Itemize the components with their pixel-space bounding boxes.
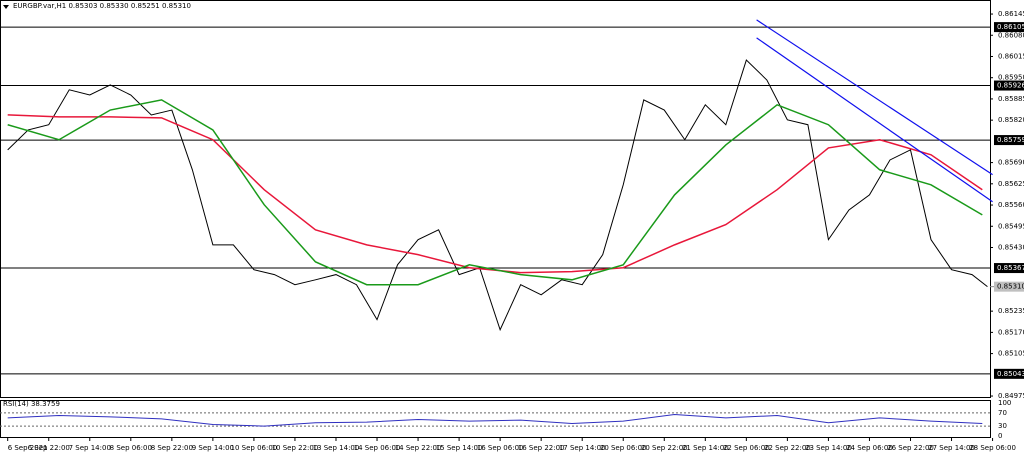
price-line: [7, 114, 983, 274]
level-label: 0.85367: [997, 264, 1024, 272]
x-tick-label: 27 Sep 14:00: [928, 444, 975, 452]
x-tick-label: 24 Sep 06:00: [846, 444, 893, 452]
y-tick-label: 0.86015: [998, 52, 1024, 60]
y-tick-label: 0.85495: [998, 222, 1024, 230]
main-frame: [0, 0, 991, 398]
level-label: 0.85926: [997, 82, 1024, 90]
x-tick-label: 17 Sep 14:00: [559, 444, 606, 452]
x-tick-label: 21 Sep 14:00: [682, 444, 729, 452]
y-tick-label: 0.84975: [998, 392, 1024, 400]
x-tick-label: 23 Sep 14:00: [805, 444, 852, 452]
level-box: [994, 135, 1024, 146]
level-box: [994, 80, 1024, 91]
rsi-tick-label: 0: [998, 432, 1002, 440]
level-box: [994, 368, 1024, 379]
x-tick-label: 7 Sep 14:00: [69, 444, 111, 452]
rsi-line: [7, 414, 983, 427]
x-tick-label: 22 Sep 06:00: [723, 444, 770, 452]
level-label: 0.86105: [997, 23, 1024, 31]
level-label: 0.85759: [997, 136, 1024, 144]
x-tick-label: 14 Sep 22:00: [395, 444, 442, 452]
x-tick-label: 20 Sep 22:00: [641, 444, 688, 452]
rsi-tick-label: 30: [998, 422, 1007, 430]
x-tick-label: 6 Sep 22:00: [28, 444, 70, 452]
last-price-label: 0.85310: [997, 283, 1024, 291]
menu-arrow[interactable]: [3, 5, 9, 9]
chart-title: EURGBP.var,H1 0.85303 0.85330 0.85251 0.…: [13, 2, 191, 10]
x-tick-label: 8 Sep 22:00: [151, 444, 193, 452]
price-line: [7, 99, 983, 286]
x-tick-label: 28 Sep 06:00: [969, 444, 1016, 452]
x-tick-label: 16 Sep 22:00: [518, 444, 565, 452]
trend-line: [756, 37, 993, 203]
x-tick-label: 22 Sep 22:00: [764, 444, 811, 452]
x-tick-label: 20 Sep 06:00: [600, 444, 647, 452]
rsi-frame: [0, 400, 991, 438]
x-tick-label: 26 Sep 22:00: [887, 444, 934, 452]
x-tick-label: 14 Sep 06:00: [354, 444, 401, 452]
x-tick-label: 6 Sep 2021: [8, 444, 48, 452]
level-box: [994, 22, 1024, 33]
y-tick-label: 0.85625: [998, 180, 1024, 188]
y-tick-label: 0.85105: [998, 350, 1024, 358]
x-tick-label: 13 Sep 14:00: [313, 444, 360, 452]
last-price-box: [994, 281, 1024, 292]
trend-line: [756, 19, 993, 176]
level-box: [994, 263, 1024, 274]
x-tick-label: 10 Sep 22:00: [272, 444, 319, 452]
rsi-tick-label: 70: [998, 409, 1007, 417]
y-tick-label: 0.85235: [998, 307, 1024, 315]
x-tick-label: 9 Sep 14:00: [192, 444, 234, 452]
x-tick-label: 10 Sep 06:00: [231, 444, 278, 452]
price-line: [7, 59, 988, 332]
y-tick-label: 0.85885: [998, 95, 1024, 103]
rsi-title: RSI(14) 38.3759: [3, 400, 60, 408]
x-tick-label: 8 Sep 06:00: [110, 444, 152, 452]
y-tick-label: 0.86145: [998, 10, 1024, 18]
x-tick-label: 16 Sep 06:00: [477, 444, 524, 452]
rsi-tick-label: 100: [998, 399, 1011, 407]
level-label: 0.85043: [997, 370, 1024, 378]
x-tick-label: 15 Sep 14:00: [436, 444, 483, 452]
